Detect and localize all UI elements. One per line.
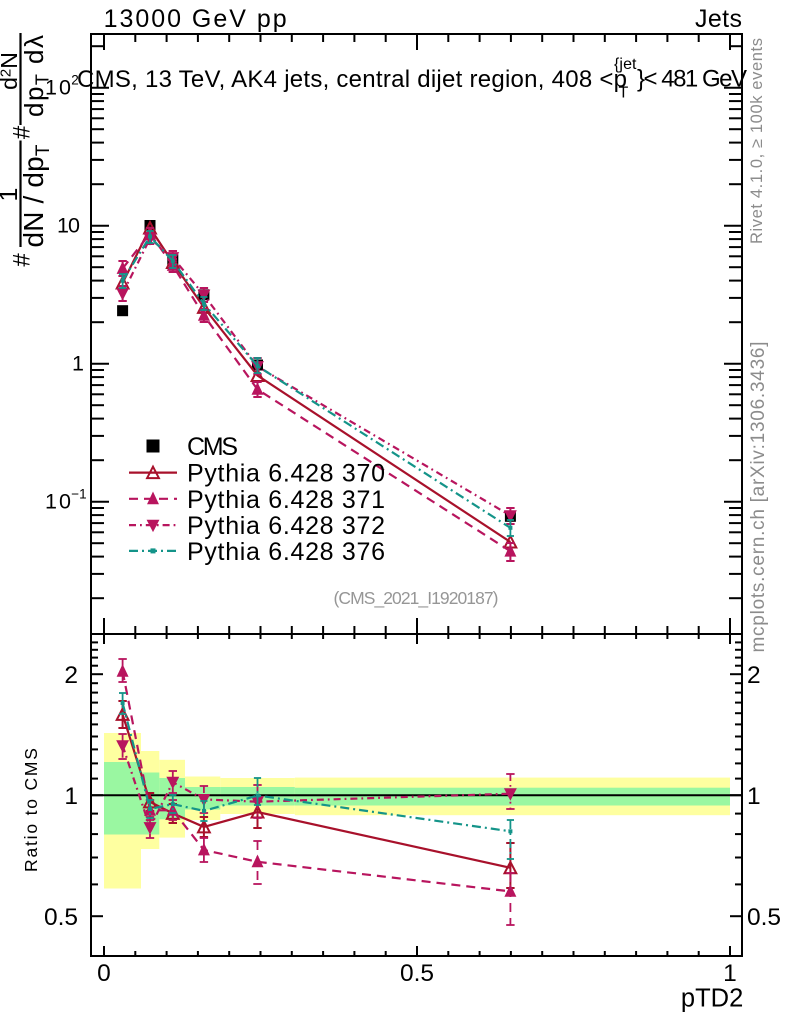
- svg-text:−1: −1: [71, 487, 86, 502]
- svg-text:1: 1: [747, 783, 761, 810]
- svg-text:1: 1: [723, 960, 737, 987]
- svg-text:#: #: [9, 253, 36, 267]
- svg-text:mcplots.cern.ch [arXiv:1306.34: mcplots.cern.ch [arXiv:1306.3436]: [748, 342, 769, 653]
- svg-text:Pythia 6.428 376: Pythia 6.428 376: [187, 538, 385, 566]
- svg-text:CMS: CMS: [187, 433, 238, 461]
- svg-text:10: 10: [57, 214, 80, 238]
- svg-text:}< 481 GeV: }< 481 GeV: [637, 66, 747, 93]
- svg-text:d2N: d2N: [0, 52, 22, 90]
- svg-text:2: 2: [64, 662, 78, 689]
- svg-text:Rivet 4.1.0, ≥ 100k events: Rivet 4.1.0, ≥ 100k events: [748, 38, 766, 244]
- svg-text:2: 2: [71, 73, 79, 88]
- svg-text:0.5: 0.5: [400, 960, 434, 987]
- svg-text:1: 1: [0, 188, 23, 202]
- svg-text:0: 0: [97, 960, 111, 987]
- svg-text:0.5: 0.5: [44, 904, 78, 931]
- svg-text:#: #: [9, 125, 36, 139]
- svg-text:pTD2: pTD2: [681, 984, 743, 1012]
- svg-text:T: T: [619, 85, 629, 102]
- svg-text:dN / dpT: dN / dpT: [18, 144, 54, 247]
- svg-text:1: 1: [64, 783, 78, 810]
- svg-text:Pythia 6.428 372: Pythia 6.428 372: [187, 512, 385, 540]
- svg-text:CMS, 13 TeV, AK4 jets, central: CMS, 13 TeV, AK4 jets, central dijet reg…: [77, 66, 627, 93]
- svg-text:1: 1: [72, 352, 84, 376]
- svg-text:13000 GeV pp: 13000 GeV pp: [104, 5, 287, 33]
- svg-text:Pythia 6.428 371: Pythia 6.428 371: [187, 486, 385, 514]
- svg-text:{jet: {jet: [614, 56, 637, 73]
- svg-text:Pythia 6.428 370: Pythia 6.428 370: [187, 460, 385, 488]
- svg-text:2: 2: [747, 662, 761, 689]
- svg-text:0.5: 0.5: [747, 904, 781, 931]
- svg-text:Jets: Jets: [695, 5, 742, 33]
- svg-text:(CMS_2021_I1920187): (CMS_2021_I1920187): [334, 588, 499, 609]
